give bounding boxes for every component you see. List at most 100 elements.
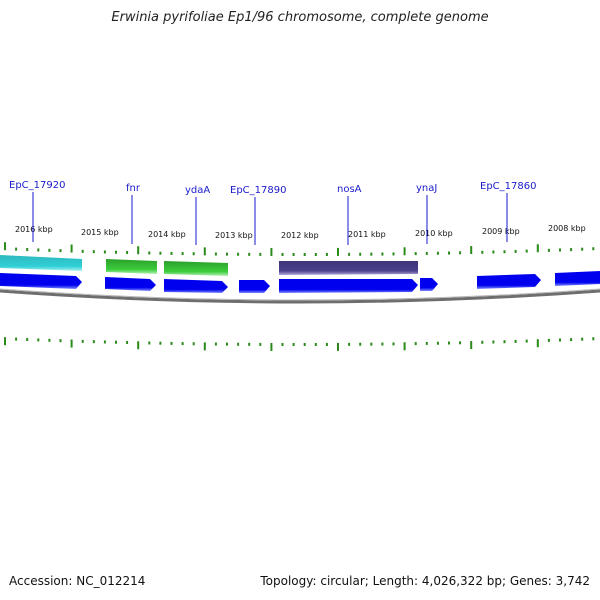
tick-major: [470, 341, 473, 350]
tick-minor: [314, 342, 317, 346]
tick-major: [536, 339, 539, 348]
tick-minor: [214, 252, 217, 256]
tick-minor: [514, 249, 517, 253]
tick-marks-inner: [4, 337, 595, 351]
accession-text: Accession: NC_012214: [9, 574, 146, 588]
kbp-label: 2008 kbp: [548, 224, 586, 233]
tick-minor: [559, 338, 561, 342]
tick-minor: [115, 340, 117, 344]
gene-label-leaders: [32, 192, 508, 245]
tick-minor: [59, 339, 62, 343]
tick-minor: [26, 338, 29, 342]
tick-minor: [436, 251, 439, 255]
tick-minor: [237, 252, 240, 256]
tick-minor: [181, 342, 184, 346]
tick-minor: [503, 340, 506, 344]
tick-minor: [103, 250, 106, 254]
kbp-label: 2011 kbp: [348, 230, 386, 239]
tick-minor: [370, 252, 373, 256]
tick-minor: [514, 339, 517, 343]
tick-minor: [126, 251, 129, 255]
cds-arrow-8: [555, 271, 600, 286]
tick-minor: [392, 342, 395, 346]
cds-arrow-3: [164, 279, 228, 293]
genome-stats-text: Topology: circular; Length: 4,026,322 bp…: [260, 574, 590, 588]
kbp-label: 2009 kbp: [482, 227, 520, 236]
tick-minor: [181, 252, 184, 256]
tick-minor: [481, 250, 484, 254]
tick-minor: [581, 337, 584, 341]
tick-major: [137, 341, 140, 350]
tick-minor: [214, 342, 217, 346]
kbp-label: 2013 kbp: [215, 231, 253, 240]
gene-label-EpC_17890[interactable]: EpC_17890: [230, 185, 286, 196]
map-title: Erwinia pyrifoliae Ep1/96 chromosome, co…: [111, 10, 489, 25]
gene-label-EpC_17920[interactable]: EpC_17920: [9, 180, 65, 191]
tick-minor: [92, 250, 95, 254]
genome-backbone: [0, 289, 600, 304]
tick-minor: [81, 249, 84, 253]
tick-major: [337, 247, 339, 256]
genome-backbone-highlight: [0, 288, 600, 301]
tick-minor: [525, 339, 528, 343]
tick-minor: [492, 340, 495, 344]
tick-minor: [26, 248, 29, 252]
tick-minor: [359, 342, 362, 346]
tick-minor: [348, 342, 351, 346]
tick-major: [4, 337, 6, 346]
gene-label-fnr[interactable]: fnr: [126, 183, 141, 194]
tick-minor: [481, 340, 484, 344]
tick-marks-outer: [4, 242, 595, 256]
tick-minor: [281, 252, 284, 256]
tick-minor: [414, 342, 417, 346]
tick-minor: [15, 337, 18, 341]
cds-arrow-7: [477, 274, 541, 289]
gene-label-nosA[interactable]: nosA: [337, 184, 362, 195]
tick-major: [203, 342, 206, 351]
tick-minor: [226, 252, 228, 256]
tick-minor: [259, 342, 262, 346]
feature-cyan-EpC_17920: [0, 255, 82, 271]
tick-minor: [314, 252, 317, 256]
tick-major: [536, 244, 539, 253]
tick-minor: [448, 341, 450, 345]
tick-minor: [425, 341, 428, 345]
tick-minor: [325, 342, 328, 346]
tick-minor: [448, 251, 450, 255]
cds-arrow-4: [239, 280, 270, 293]
tick-minor: [392, 252, 395, 256]
tick-minor: [170, 341, 173, 345]
kbp-scale-labels: 2016 kbp 2015 kbp 2014 kbp 2013 kbp 2012…: [15, 224, 586, 240]
kbp-label: 2012 kbp: [281, 231, 319, 240]
tick-minor: [159, 251, 162, 255]
gene-labels: EpC_17920 fnr ydaA EpC_17890 nosA ynaJ E…: [9, 180, 536, 196]
tick-minor: [15, 247, 18, 251]
tick-minor: [559, 248, 561, 252]
tick-minor: [48, 248, 51, 252]
gene-label-ynaJ[interactable]: ynaJ: [416, 183, 437, 194]
tick-minor: [259, 252, 262, 256]
tick-minor: [148, 341, 151, 345]
tick-minor: [303, 252, 306, 256]
gene-label-ydaA[interactable]: ydaA: [185, 185, 210, 196]
gene-label-EpC_17860[interactable]: EpC_17860: [480, 181, 536, 192]
tick-minor: [48, 338, 51, 342]
tick-minor: [170, 251, 173, 255]
tick-minor: [103, 340, 106, 344]
tick-minor: [37, 248, 40, 252]
tick-minor: [581, 247, 584, 251]
tick-minor: [459, 341, 462, 345]
kbp-label: 2016 kbp: [15, 225, 53, 234]
tick-minor: [592, 337, 595, 341]
tick-major: [203, 247, 206, 256]
tick-minor: [381, 342, 384, 346]
tick-minor: [226, 342, 228, 346]
tick-minor: [126, 341, 129, 345]
tick-major: [270, 247, 273, 256]
tick-minor: [359, 252, 362, 256]
tick-minor: [503, 250, 506, 254]
tick-minor: [414, 252, 417, 256]
kbp-label: 2014 kbp: [148, 230, 186, 239]
tick-minor: [436, 341, 439, 345]
tick-major: [4, 242, 6, 251]
